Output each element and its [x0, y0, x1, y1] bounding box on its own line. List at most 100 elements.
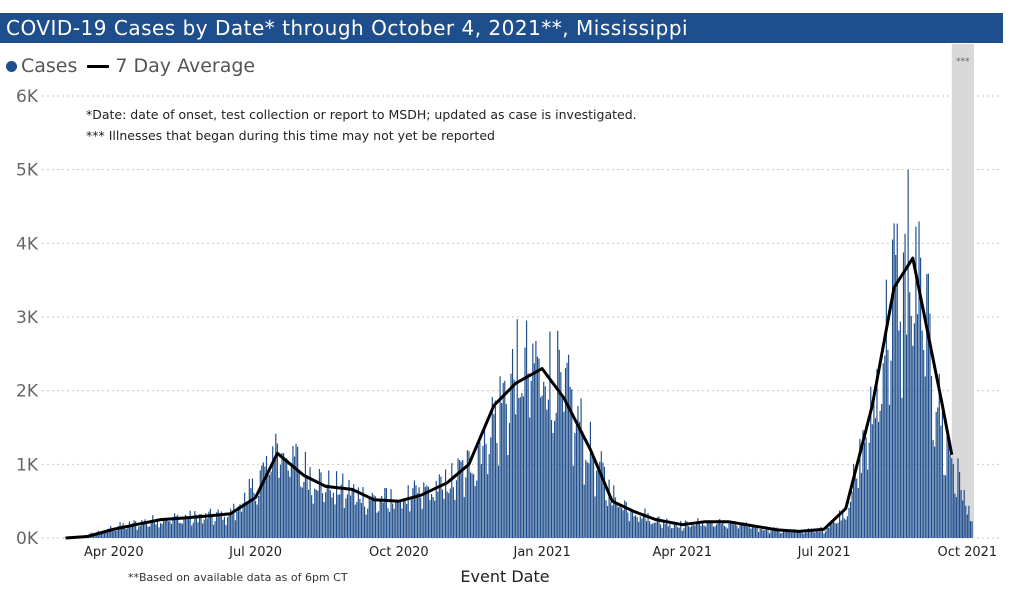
cases-bar — [829, 524, 831, 538]
cases-bar — [569, 386, 571, 538]
y-tick-label: 0K — [16, 529, 39, 549]
x-tick-label: Jul 2020 — [228, 545, 282, 560]
cases-bar — [739, 525, 741, 538]
cases-bar — [502, 382, 504, 538]
cases-bar — [923, 349, 925, 538]
cases-bar — [443, 498, 445, 538]
cases-bar — [457, 458, 459, 538]
cases-bar — [161, 524, 163, 538]
cases-bar — [429, 500, 431, 538]
cases-bar — [206, 518, 208, 538]
cases-bar — [731, 523, 733, 538]
cases-bar — [172, 517, 174, 538]
cases-bar — [360, 502, 363, 538]
cases-bar — [686, 521, 688, 538]
cases-bar — [128, 521, 130, 538]
cases-bar — [462, 459, 464, 538]
cases-bar — [234, 520, 236, 538]
cases-bar — [393, 508, 395, 538]
cases-bar — [554, 420, 556, 538]
cases-bar — [242, 503, 244, 538]
cases-bar — [335, 471, 338, 538]
cases-bar — [195, 514, 197, 538]
cases-bar — [915, 226, 917, 538]
cases-bar — [529, 417, 531, 538]
cases-bar — [589, 421, 592, 538]
x-tick-label: Oct 2020 — [369, 545, 429, 560]
cases-bar — [292, 446, 294, 538]
cases-bar — [239, 504, 241, 538]
cases-bar — [122, 523, 124, 538]
cases-bar — [747, 526, 749, 538]
cases-bar — [166, 519, 168, 538]
cases-bar — [388, 511, 391, 538]
cases-bar — [831, 522, 833, 538]
cases-bar — [426, 485, 428, 538]
y-tick-label: 3K — [16, 308, 39, 328]
cases-bar — [343, 508, 345, 538]
cases-bar — [835, 523, 838, 538]
cases-bar — [781, 532, 783, 538]
cases-bar — [398, 502, 400, 538]
cases-bar — [395, 500, 397, 538]
cases-bar — [297, 446, 299, 538]
cases-bar — [740, 525, 743, 538]
cases-bar — [599, 461, 601, 538]
cases-bar — [876, 369, 878, 538]
cases-bar — [825, 531, 827, 538]
cases-bar — [862, 430, 864, 538]
cases-bar — [873, 392, 875, 538]
cases-bar — [821, 530, 824, 538]
cases-bar — [287, 470, 289, 538]
cases-bar — [867, 469, 869, 538]
cases-bar — [441, 489, 444, 538]
cases-bar — [916, 314, 919, 538]
cases-bar — [110, 525, 112, 538]
cases-bar — [304, 451, 306, 538]
cases-bar — [538, 358, 540, 538]
cases-bar — [236, 511, 238, 538]
cases-bar — [144, 519, 146, 538]
cases-bar — [661, 527, 663, 538]
cases-bar — [902, 252, 905, 538]
cases-bar — [220, 511, 222, 538]
cases-bar — [230, 508, 232, 538]
cases-bar — [712, 526, 715, 538]
cases-bar — [610, 502, 612, 538]
cases-bar — [958, 472, 961, 538]
cases-bar — [359, 498, 361, 538]
cases-bar — [119, 522, 121, 538]
cases-bar — [730, 520, 732, 538]
cases-bar — [912, 345, 914, 538]
cases-bar — [510, 373, 512, 538]
cases-bar — [854, 471, 856, 538]
cases-bar — [628, 521, 630, 538]
cases-bar — [382, 502, 384, 538]
cases-bar — [656, 517, 658, 538]
cases-bar — [374, 496, 377, 538]
cases-bar — [438, 474, 440, 538]
cases-bar — [762, 530, 764, 538]
cases-bar — [326, 484, 328, 538]
cases-bar — [532, 343, 534, 538]
cases-bar — [719, 519, 721, 538]
cases-bar — [550, 420, 553, 538]
cases-bar — [440, 476, 442, 538]
cases-bar — [131, 523, 134, 538]
cases-bar — [879, 410, 881, 538]
cases-bar — [839, 510, 841, 538]
cases-bar — [547, 399, 549, 538]
cases-bar — [776, 527, 778, 538]
cases-bar — [857, 487, 859, 538]
cases-bar — [135, 521, 137, 538]
cases-bar — [141, 520, 143, 538]
cases-bar — [245, 502, 247, 538]
cases-bar — [477, 445, 479, 538]
cases-bar — [117, 525, 120, 538]
cases-bar — [203, 519, 205, 538]
cases-bar — [402, 498, 405, 538]
cases-bar — [454, 499, 456, 538]
cases-bar — [508, 423, 511, 538]
cases-bar — [289, 476, 291, 538]
cases-bar — [635, 515, 637, 538]
